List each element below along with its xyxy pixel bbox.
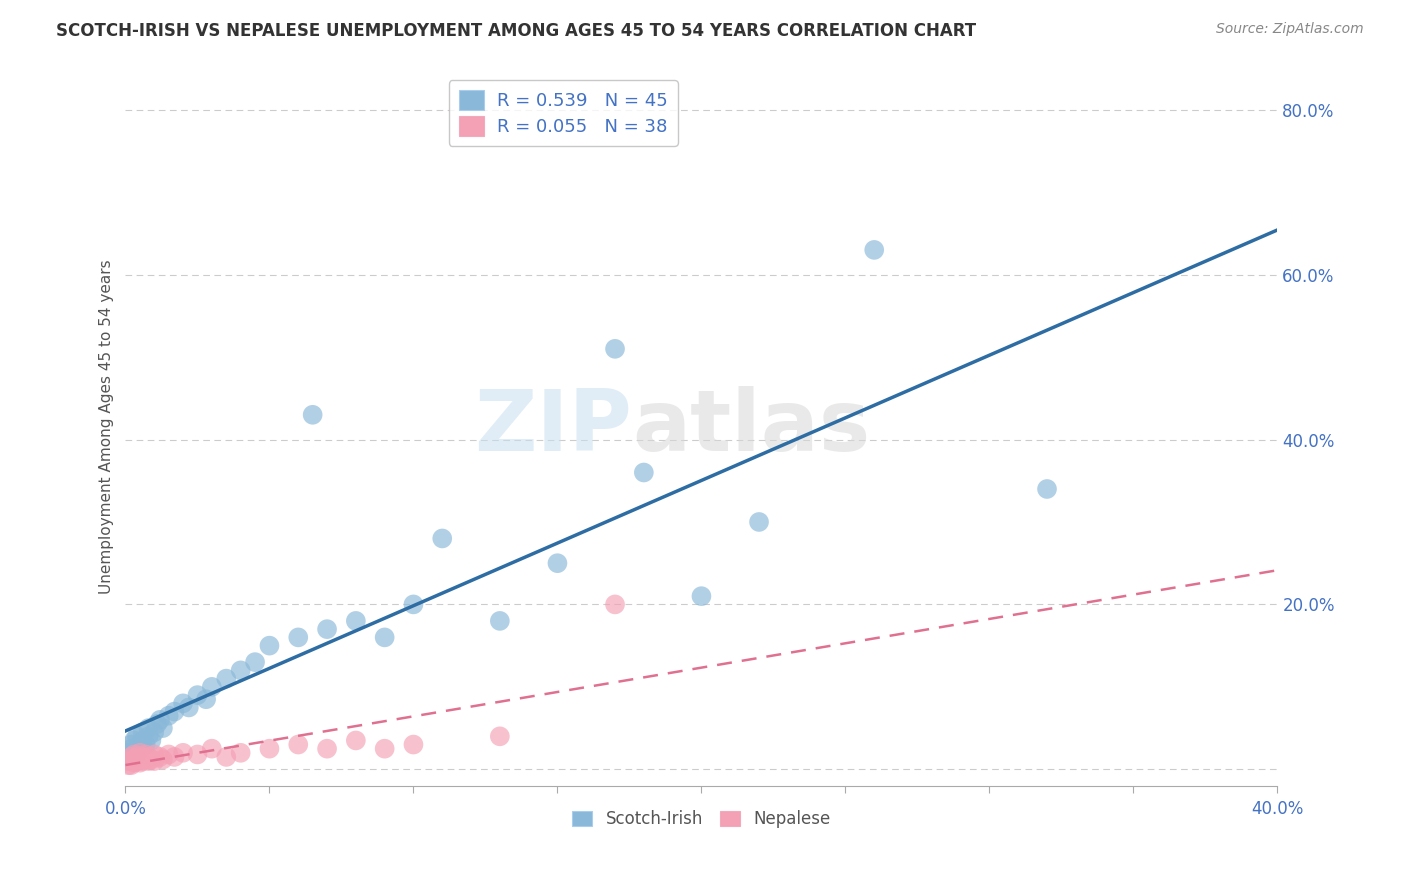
Point	[143, 754, 166, 768]
Legend: Scotch-Irish, Nepalese: Scotch-Irish, Nepalese	[565, 804, 837, 835]
Point	[402, 598, 425, 612]
Point	[141, 733, 163, 747]
Point	[195, 692, 218, 706]
Point	[201, 741, 224, 756]
Text: atlas: atlas	[633, 385, 870, 468]
Point	[748, 515, 770, 529]
Point	[138, 754, 160, 768]
Point	[177, 700, 200, 714]
Point	[163, 750, 186, 764]
Point	[201, 680, 224, 694]
Point	[117, 758, 139, 772]
Point	[301, 408, 323, 422]
Point	[117, 754, 139, 768]
Point	[120, 758, 142, 772]
Point	[132, 725, 155, 739]
Point	[120, 738, 142, 752]
Point	[135, 747, 157, 762]
Point	[138, 729, 160, 743]
Point	[135, 738, 157, 752]
Y-axis label: Unemployment Among Ages 45 to 54 years: Unemployment Among Ages 45 to 54 years	[100, 260, 114, 594]
Point	[603, 342, 626, 356]
Point	[402, 738, 425, 752]
Point	[122, 756, 145, 770]
Point	[344, 733, 367, 747]
Point	[128, 752, 150, 766]
Point	[128, 756, 150, 770]
Point	[229, 746, 252, 760]
Point	[287, 631, 309, 645]
Point	[316, 741, 339, 756]
Point	[172, 746, 194, 760]
Point	[186, 688, 208, 702]
Point	[215, 672, 238, 686]
Point	[603, 598, 626, 612]
Point	[132, 754, 155, 768]
Point	[125, 746, 148, 760]
Point	[287, 738, 309, 752]
Point	[152, 721, 174, 735]
Point	[122, 733, 145, 747]
Point	[138, 750, 160, 764]
Point	[215, 750, 238, 764]
Point	[141, 752, 163, 766]
Point	[128, 746, 150, 760]
Point	[125, 750, 148, 764]
Point	[138, 721, 160, 735]
Point	[863, 243, 886, 257]
Point	[432, 532, 454, 546]
Point	[128, 741, 150, 756]
Point	[489, 614, 512, 628]
Point	[125, 754, 148, 768]
Point	[546, 556, 568, 570]
Point	[146, 717, 169, 731]
Point	[157, 708, 180, 723]
Point	[172, 696, 194, 710]
Point	[344, 614, 367, 628]
Point	[1036, 482, 1059, 496]
Point	[259, 639, 281, 653]
Point	[125, 729, 148, 743]
Point	[143, 725, 166, 739]
Point	[489, 729, 512, 743]
Text: Source: ZipAtlas.com: Source: ZipAtlas.com	[1216, 22, 1364, 37]
Point	[229, 664, 252, 678]
Point	[120, 750, 142, 764]
Point	[143, 747, 166, 762]
Point	[633, 466, 655, 480]
Point	[149, 750, 172, 764]
Point	[132, 733, 155, 747]
Point	[152, 752, 174, 766]
Point	[690, 589, 713, 603]
Point	[157, 747, 180, 762]
Point	[122, 750, 145, 764]
Point	[259, 741, 281, 756]
Point	[120, 741, 142, 756]
Point	[122, 747, 145, 762]
Point	[316, 622, 339, 636]
Point	[132, 750, 155, 764]
Point	[117, 746, 139, 760]
Point	[135, 752, 157, 766]
Point	[163, 705, 186, 719]
Point	[186, 747, 208, 762]
Text: SCOTCH-IRISH VS NEPALESE UNEMPLOYMENT AMONG AGES 45 TO 54 YEARS CORRELATION CHAR: SCOTCH-IRISH VS NEPALESE UNEMPLOYMENT AM…	[56, 22, 976, 40]
Point	[128, 738, 150, 752]
Point	[243, 655, 266, 669]
Point	[374, 741, 396, 756]
Point	[122, 752, 145, 766]
Point	[149, 713, 172, 727]
Point	[374, 631, 396, 645]
Text: ZIP: ZIP	[475, 385, 633, 468]
